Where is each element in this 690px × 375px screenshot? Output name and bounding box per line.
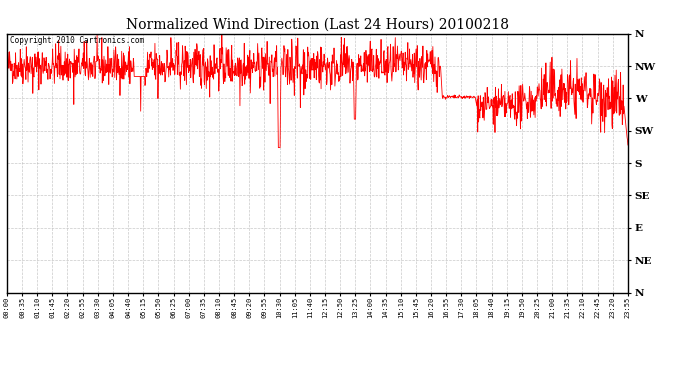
Title: Normalized Wind Direction (Last 24 Hours) 20100218: Normalized Wind Direction (Last 24 Hours…: [126, 17, 509, 31]
Text: Copyright 2010 Cartronics.com: Copyright 2010 Cartronics.com: [10, 36, 144, 45]
